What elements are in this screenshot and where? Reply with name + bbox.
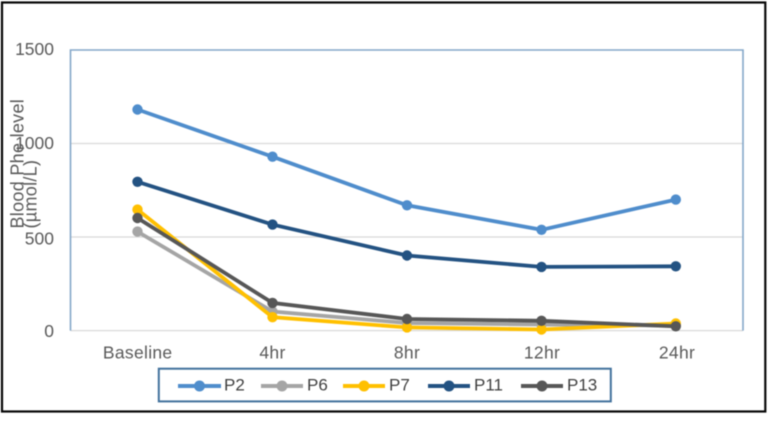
svg-text:P7: P7: [389, 376, 410, 395]
svg-text:1500: 1500: [15, 39, 54, 59]
svg-text:P13: P13: [567, 376, 597, 395]
svg-text:P2: P2: [224, 376, 245, 395]
svg-text:8hr: 8hr: [394, 342, 420, 362]
svg-text:P11: P11: [474, 376, 503, 395]
svg-text:1000: 1000: [15, 133, 54, 153]
svg-text:P6: P6: [307, 376, 328, 395]
svg-text:Blood Phe level: Blood Phe level: [8, 99, 28, 229]
svg-text:12hr: 12hr: [524, 342, 560, 362]
svg-text:4hr: 4hr: [259, 342, 285, 362]
svg-text:500: 500: [25, 228, 54, 248]
svg-text:0: 0: [44, 321, 54, 341]
svg-text:24hr: 24hr: [659, 342, 695, 362]
svg-text:(µmol/L): (µmol/L): [21, 160, 41, 229]
svg-text:Baseline: Baseline: [103, 342, 173, 362]
